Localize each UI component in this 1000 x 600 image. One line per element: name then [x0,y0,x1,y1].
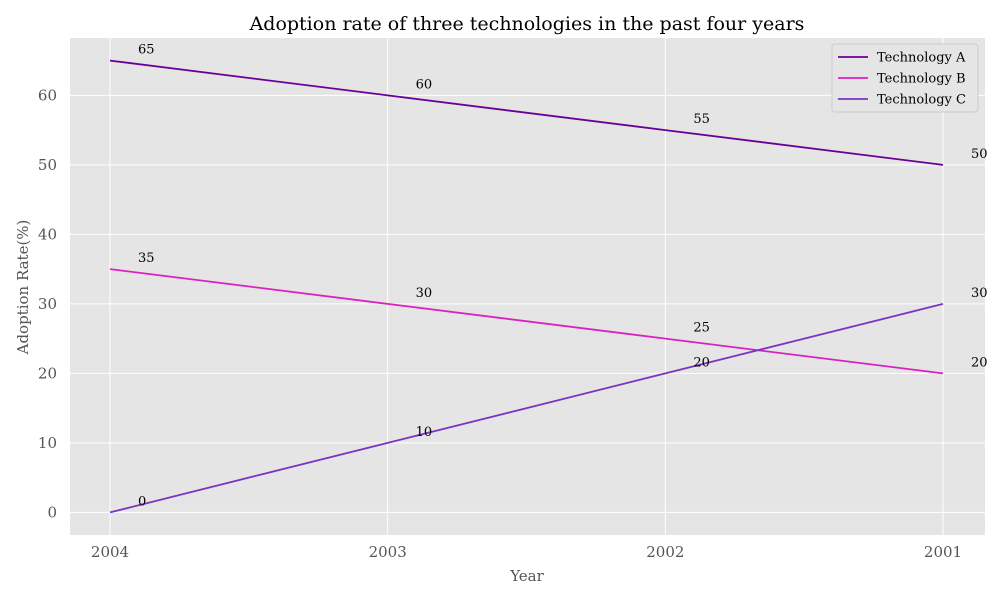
legend: Technology A Technology B Technology C [831,43,979,113]
y-tick-label: 40 [38,225,57,243]
grid [70,38,985,535]
data-label: 50 [971,147,988,162]
data-label: 25 [693,321,710,336]
legend-label: Technology C [877,93,966,108]
series-line-1 [109,59,944,166]
legend-box [831,43,979,113]
y-tick-label: 50 [38,156,57,174]
x-tick-label: 2004 [91,543,129,561]
data-label: 35 [138,251,155,266]
data-label: 0 [138,494,146,509]
y-tick-label: 60 [38,86,57,104]
y-axis-label: Adoption Rate(%) [14,220,32,356]
data-label: 10 [416,425,433,440]
y-tick-label: 20 [38,364,57,382]
legend-label: Technology B [877,72,966,87]
y-tick-label: 10 [38,434,57,452]
x-tick-label: 2001 [924,543,962,561]
y-tick-label: 0 [47,503,57,521]
data-label: 55 [693,112,710,127]
plot-background [70,38,985,535]
data-label: 30 [971,286,988,301]
series-line-2 [109,268,944,375]
x-tick-label: 2003 [369,543,407,561]
chart-title: Adoption rate of three technologies in t… [249,13,805,35]
series-line-3 [109,303,944,514]
y-tick-label: 30 [38,295,57,313]
legend-label: Technology A [877,51,966,66]
y-axis-ticks: 0 10 20 30 40 50 60 [38,86,57,521]
data-label: 30 [416,286,433,301]
data-label: 20 [971,355,988,370]
data-label: 60 [416,77,433,92]
data-labels: 65 60 55 50 35 30 25 20 0 10 20 30 [138,43,988,510]
x-axis-label: Year [509,567,544,585]
x-tick-label: 2002 [646,543,684,561]
x-axis-ticks: 2004 2003 2002 2001 [91,543,962,561]
data-label: 20 [693,355,710,370]
data-label: 65 [138,43,155,58]
series-layer [109,59,944,514]
